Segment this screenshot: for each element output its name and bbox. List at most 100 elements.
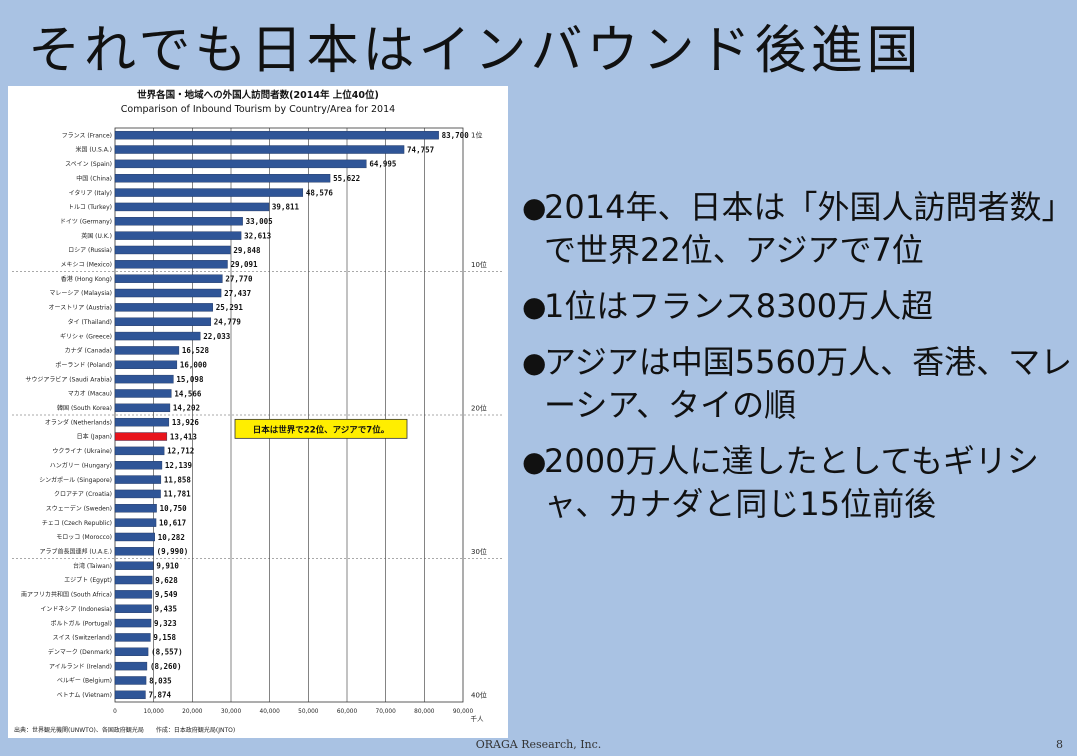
rank-marker-label: 30位 <box>471 547 487 556</box>
bar-value-label: 33,005 <box>246 217 273 226</box>
page-number: 8 <box>1056 738 1063 751</box>
category-label: タイ (Thailand) <box>68 318 112 326</box>
bullet-item: ● アジアは中国5560万人、香港、マレーシア、タイの順 <box>522 341 1074 427</box>
bar-value-label: 22,033 <box>203 332 231 341</box>
bullet-item: ● 1位はフランス8300万人超 <box>522 285 1074 328</box>
bar-value-label: 14,202 <box>173 404 200 413</box>
bar-value-label: 9,910 <box>156 561 179 570</box>
bar-value-label: 9,435 <box>154 605 177 614</box>
x-tick-label: 50,000 <box>298 709 319 715</box>
category-label: オーストリア (Austria) <box>49 305 113 312</box>
bar-value-label: 25,291 <box>216 303 244 312</box>
category-label: マレーシア (Malaysia) <box>49 290 112 297</box>
bullet-list: ● 2014年、日本は「外国人訪問者数」で世界22位、アジアで7位 ● 1位はフ… <box>522 186 1074 539</box>
category-label: クロアチア (Croatia) <box>54 491 112 498</box>
bar-value-label: 9,158 <box>153 633 176 642</box>
bar <box>114 575 153 585</box>
bar-value-label: (9,990) <box>157 547 189 556</box>
category-label: 中国 (China) <box>76 174 112 182</box>
x-tick-label: 30,000 <box>221 709 242 715</box>
bar-value-label: 16,000 <box>180 361 208 370</box>
rank-marker-label: 10位 <box>471 260 487 269</box>
category-label: インドネシア (Indonesia) <box>40 606 112 613</box>
bar <box>114 590 153 599</box>
x-tick-label: 40,000 <box>260 709 281 715</box>
category-label: チェコ (Czech Republic) <box>42 520 112 527</box>
category-label: アイルランド (Ireland) <box>49 663 112 670</box>
annotation-text: 日本は世界で22位、アジアで7位。 <box>253 424 389 435</box>
x-tick-label: 90,000 <box>453 709 474 715</box>
bar-value-label: 11,858 <box>164 475 192 484</box>
bar <box>114 417 170 427</box>
bar <box>114 446 165 456</box>
bar-value-label: 10,282 <box>158 533 185 542</box>
bullet-dot: ● <box>522 445 547 478</box>
bar <box>114 288 222 298</box>
category-label: ウクライナ (Ukraine) <box>52 447 112 455</box>
x-tick-label: 80,000 <box>414 709 435 715</box>
bar <box>114 618 152 628</box>
bar <box>114 260 228 269</box>
category-label: スウェーデン (Sweden) <box>46 504 112 512</box>
bar-value-label: 8,035 <box>149 676 172 685</box>
x-tick-label: 60,000 <box>337 709 358 715</box>
category-label: フランス (France) <box>62 132 112 139</box>
x-tick-label: 70,000 <box>376 709 397 715</box>
category-label: オランダ (Netherlands) <box>45 418 112 426</box>
rank-marker-label: 40位 <box>471 690 487 699</box>
category-label: サウジアラビア (Saudi Arabia) <box>25 375 112 383</box>
inbound-tourism-chart: 世界各国・地域への外国人訪問者数(2014年 上位40位) Comparison … <box>8 86 508 738</box>
bar-value-label: 48,576 <box>306 188 334 197</box>
bar <box>114 532 155 542</box>
slide-title: それでも日本はインバウンド後進国 <box>28 21 923 81</box>
category-label: シンガポール (Singapore) <box>39 476 112 484</box>
category-label: ロシア (Russia) <box>68 247 112 254</box>
bar <box>114 633 151 642</box>
category-label: エジプト (Egypt) <box>64 577 112 584</box>
category-label: ベトナム (Vietnam) <box>57 692 112 699</box>
bar-value-label: 16,528 <box>182 346 210 355</box>
bar-value-label: 13,926 <box>172 418 200 427</box>
category-label: 南アフリカ共和国 (South Africa) <box>21 591 112 599</box>
bar <box>114 174 331 183</box>
category-label: ポルトガル (Portugal) <box>51 619 112 627</box>
bar <box>114 360 178 369</box>
category-label: 韓国 (South Korea) <box>57 404 112 412</box>
bar <box>114 518 157 527</box>
bar <box>114 561 154 570</box>
bar-japan <box>114 432 168 441</box>
plot-frame <box>114 127 464 703</box>
bar <box>114 303 213 312</box>
bar-value-label: 83,700 <box>442 131 470 140</box>
category-label: ギリシャ (Greece) <box>60 333 112 340</box>
category-label: マカオ (Macau) <box>68 391 112 398</box>
bar <box>114 403 171 413</box>
category-label: 英国 (U.K.) <box>81 232 112 240</box>
bar <box>114 676 147 685</box>
x-tick-label: 20,000 <box>182 709 203 715</box>
bullet-item: ● 2000万人に達したとしてもギリシャ、カナダと同じ15位前後 <box>522 440 1074 526</box>
bar-value-label: 13,413 <box>170 432 198 441</box>
bar-value-label: 24,779 <box>214 318 242 327</box>
bar <box>114 489 161 499</box>
bar <box>114 346 180 355</box>
category-label: カナダ (Canada) <box>65 347 112 355</box>
bar <box>114 217 243 226</box>
category-label: ハンガリー (Hungary) <box>50 461 112 469</box>
bar <box>114 461 163 470</box>
category-label: ポーランド (Poland) <box>55 361 112 369</box>
category-label: イタリア (Italy) <box>69 189 112 197</box>
category-label: メキシコ (Mexico) <box>60 262 112 269</box>
bar <box>114 188 304 197</box>
bar-value-label: (8,260) <box>150 662 182 671</box>
bar <box>114 504 157 513</box>
bar <box>114 202 270 212</box>
category-label: スイス (Switzerland) <box>53 635 112 642</box>
category-label: ベルギー (Belgium) <box>57 678 112 685</box>
bar <box>114 231 242 240</box>
bar-value-label: 39,811 <box>272 203 300 212</box>
bar <box>114 159 367 169</box>
bullet-dot: ● <box>522 346 547 379</box>
bar-value-label: 64,995 <box>369 160 396 169</box>
bar <box>114 661 148 671</box>
